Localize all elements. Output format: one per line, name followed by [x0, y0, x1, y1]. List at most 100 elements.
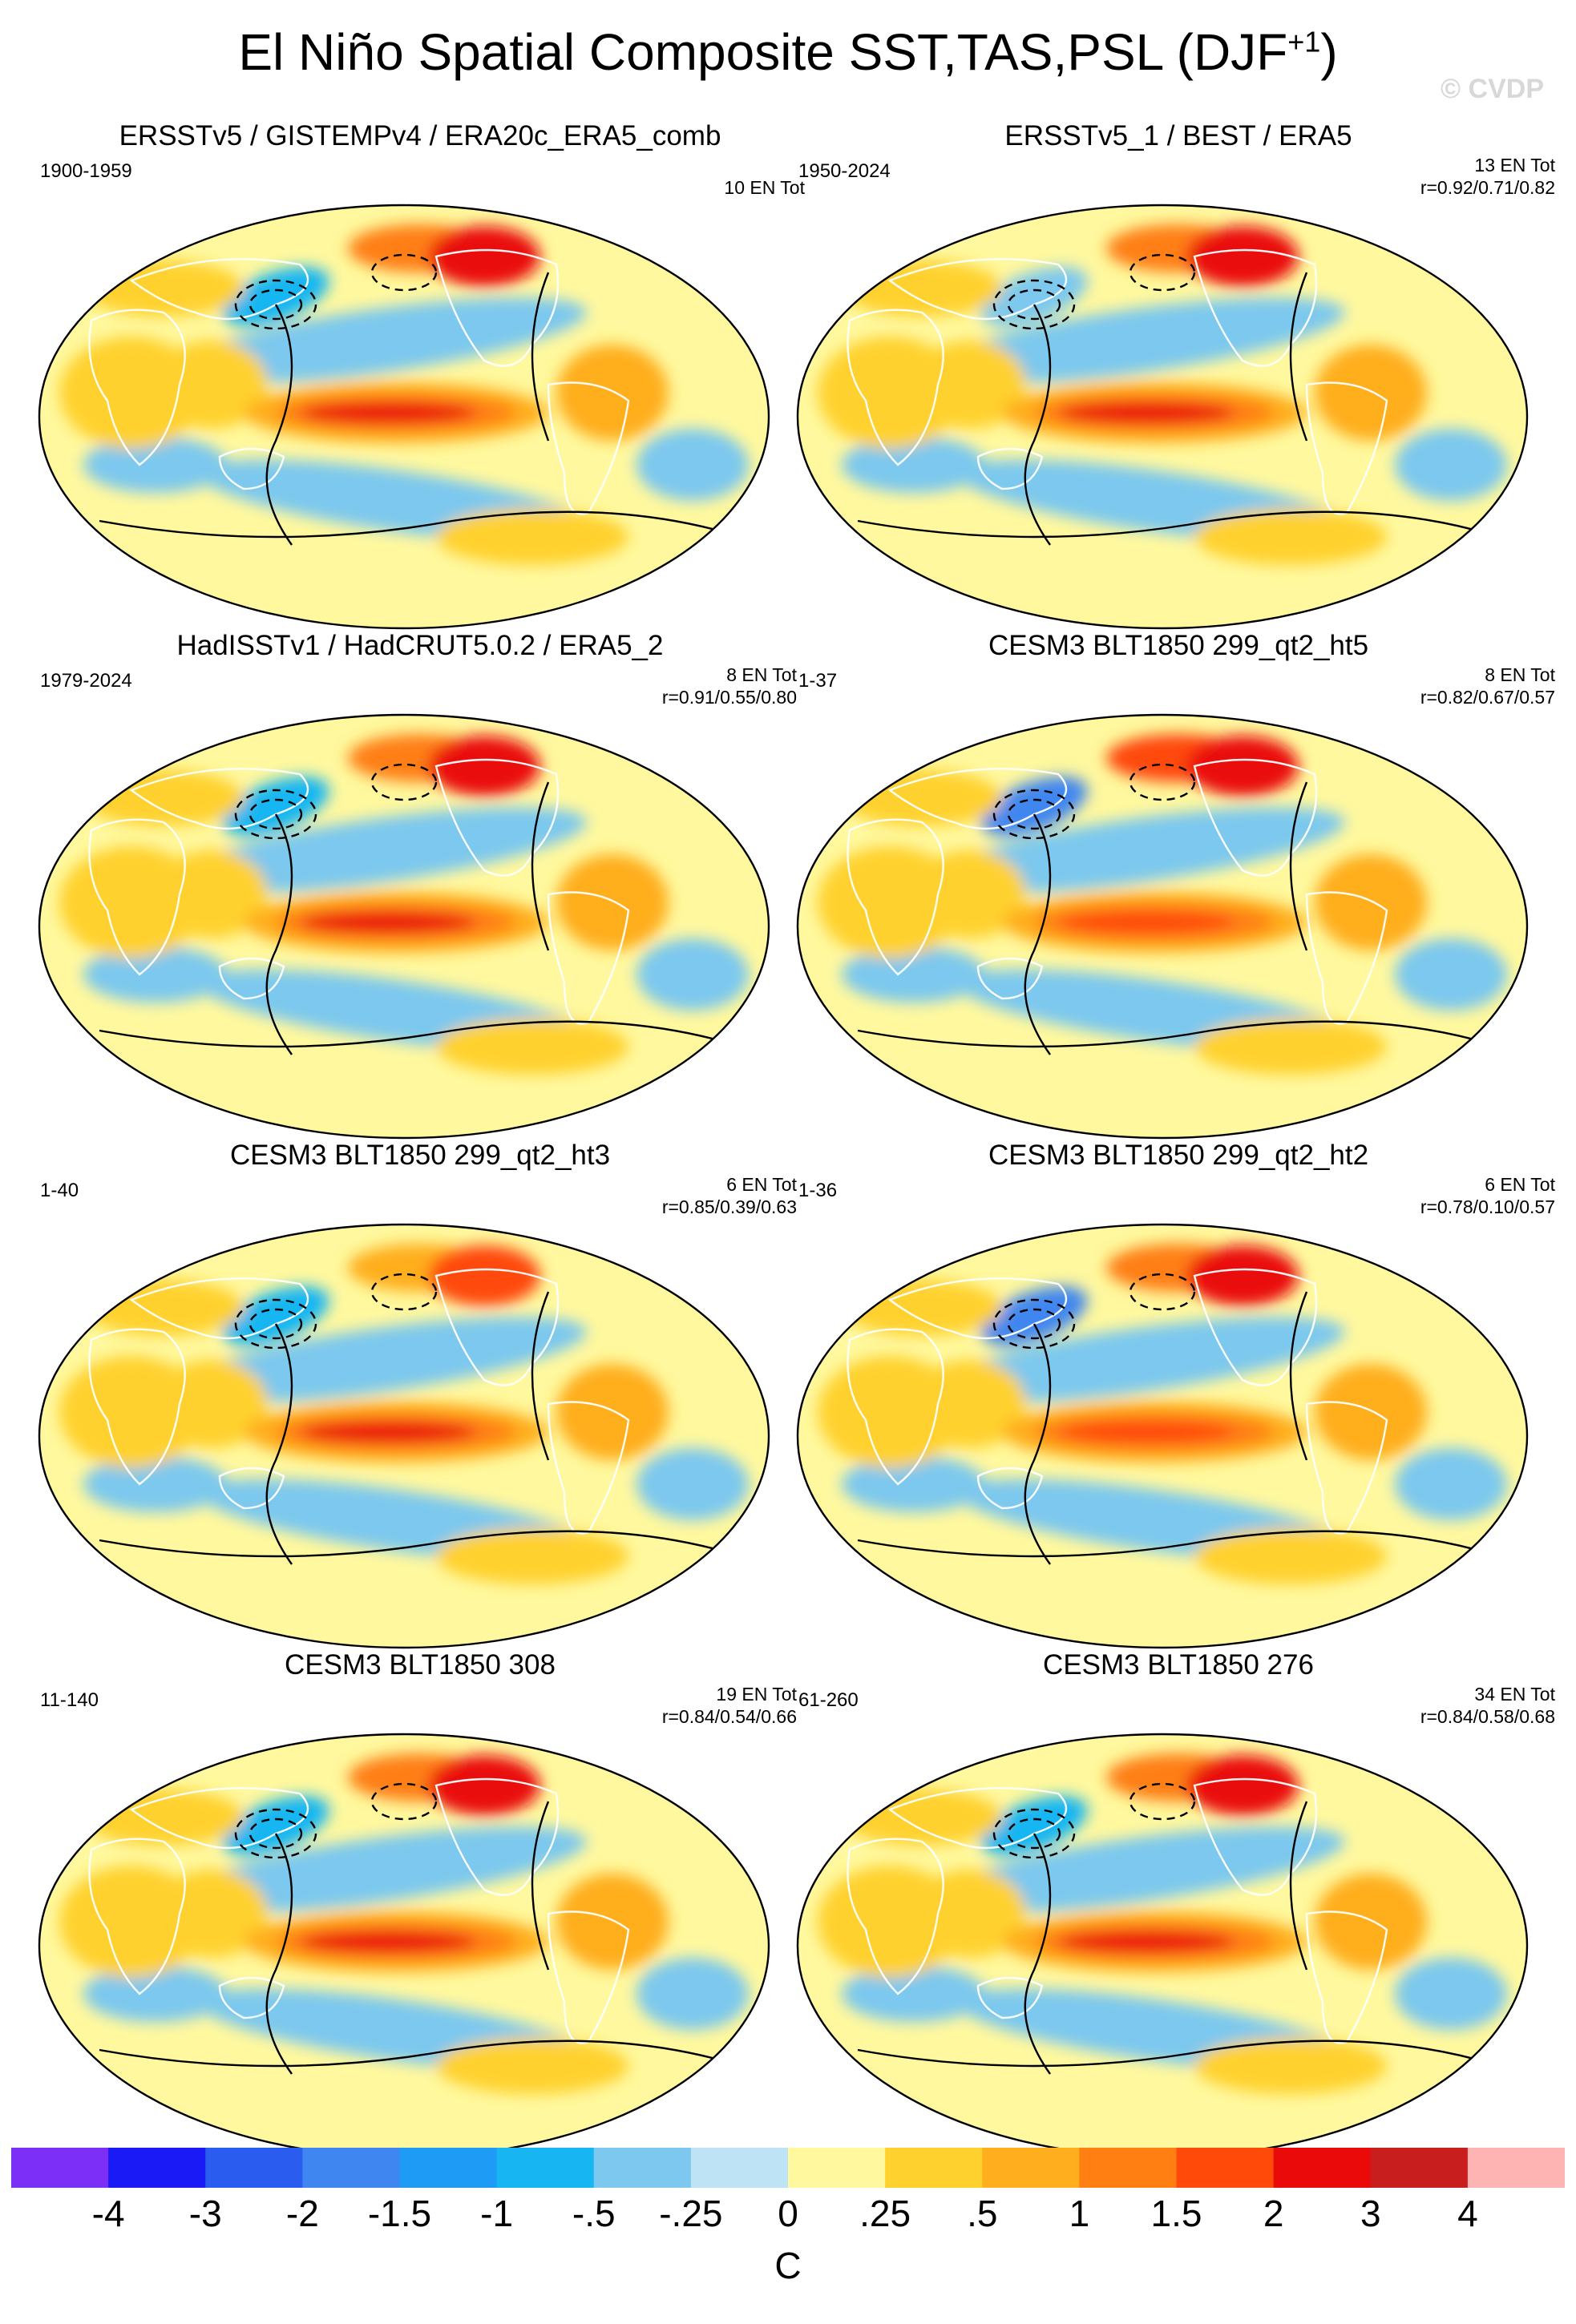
colorbar-tick-label: -.25	[659, 2193, 723, 2234]
colorbar-tick-label: 0	[778, 2193, 798, 2234]
panel-years: 1-40	[40, 1180, 79, 1201]
panel-title: HadISSTv1 / HadCRUT5.0.2 / ERA5_2	[176, 630, 664, 661]
composite-map	[796, 713, 1529, 1140]
slp-contours	[857, 763, 1500, 1055]
slp-contour-negative	[1129, 253, 1196, 292]
colorbar-swatch	[593, 2148, 692, 2188]
nino-tongue-core	[300, 911, 476, 934]
slp-contour-negative	[1007, 288, 1061, 321]
southern-ocean-warm	[436, 2038, 628, 2094]
south-atlantic-cool-patch	[636, 429, 749, 501]
colorbar-swatch	[302, 2148, 400, 2188]
indian-ocean-cool-patch	[83, 1456, 228, 1512]
slp-contour-negative	[992, 789, 1076, 840]
panel-stats: 34 EN Tot r=0.84/0.58/0.68	[1420, 1684, 1555, 1727]
slp-contour-positive	[531, 781, 550, 951]
colorbar-tick-label: 1	[1069, 2193, 1090, 2234]
map-panel: ERSSTv5 / GISTEMPv4 / ERA20c_ERA5_comb 1…	[35, 120, 805, 633]
coastlines	[847, 1777, 1388, 2044]
colorbar	[11, 2148, 1565, 2188]
south-america-warm	[556, 1874, 669, 1970]
colorbar-tick-label: -1	[480, 2193, 514, 2234]
south-america-warm	[1315, 1364, 1427, 1460]
slp-contour-positive	[99, 2040, 742, 2068]
panel-stats: 13 EN Tot r=0.92/0.71/0.82	[1420, 155, 1555, 198]
anomaly-field	[39, 1225, 769, 1648]
north-pacific-cool-band	[931, 297, 1345, 384]
continent-outline	[887, 768, 1068, 830]
north-pacific-cool-lobe	[980, 267, 1088, 326]
southern-ocean-warm	[1194, 509, 1387, 565]
slp-contour-negative	[249, 798, 303, 830]
panel-years: 1900-1959	[40, 160, 132, 182]
slp-contours	[99, 253, 742, 546]
slp-contour-positive	[1024, 1323, 1052, 1565]
panel-stats: 6 EN Tot r=0.85/0.39/0.63	[661, 1174, 797, 1217]
north-pacific-cool-band	[931, 1317, 1345, 1403]
south-atlantic-cool-patch	[1395, 1958, 1507, 2030]
continent-outline	[887, 1277, 1068, 1340]
slp-contour-negative	[249, 288, 303, 321]
south-atlantic-cool-patch	[636, 1448, 749, 1520]
canada-warm	[428, 1245, 540, 1306]
canada-warm	[1186, 226, 1299, 287]
indian-ocean-cool-patch	[83, 437, 228, 493]
north-pacific-cool-lobe	[980, 1796, 1088, 1855]
continent-outline	[218, 1976, 285, 2019]
colorbar-tick-label: 1.5	[1150, 2193, 1202, 2234]
south-atlantic-cool-patch	[636, 938, 749, 1011]
south-atlantic-cool-patch	[1395, 1448, 1507, 1520]
north-pacific-cool-lobe	[222, 1796, 329, 1855]
slp-contour-positive	[1289, 272, 1308, 442]
continent-outline	[847, 1328, 944, 1486]
anomaly-field	[39, 715, 769, 1138]
panel-stats: 19 EN Tot r=0.84/0.54/0.66	[661, 1684, 797, 1727]
panel-title: CESM3 BLT1850 299_qt2_ht2	[988, 1140, 1369, 1171]
map-frame	[796, 204, 1529, 630]
panel-stats: 8 EN Tot r=0.82/0.67/0.57	[1420, 664, 1555, 708]
map-panel: ERSSTv5_1 / BEST / ERA5 1950-2024 13 EN …	[794, 120, 1563, 633]
slp-contours	[99, 1273, 742, 1565]
colorbar-tick-label: -4	[91, 2193, 125, 2234]
coastlines	[847, 758, 1388, 1025]
composite-map	[38, 204, 770, 630]
map-frame	[796, 1223, 1529, 1649]
southern-ocean-warm	[1194, 2038, 1387, 2094]
slp-contour-positive	[265, 304, 293, 546]
anomaly-field	[798, 1734, 1527, 2157]
nino-tongue-core	[300, 401, 476, 424]
colorbar-tick-label: -.5	[572, 2193, 616, 2234]
map-frame	[38, 713, 770, 1140]
north-pacific-cool-band	[173, 297, 587, 384]
panel-title: CESM3 BLT1850 308	[285, 1649, 556, 1680]
anomaly-field	[798, 715, 1527, 1138]
composite-map	[796, 204, 1529, 630]
south-atlantic-cool-patch	[1395, 938, 1507, 1011]
panel-stats: 6 EN Tot r=0.78/0.10/0.57	[1420, 1174, 1555, 1217]
panel-stats: 10 EN Tot	[724, 177, 805, 198]
panel-years: 1979-2024	[40, 670, 132, 692]
continent-outline	[1305, 1401, 1388, 1535]
slp-contour-positive	[531, 272, 550, 442]
continent-outline	[976, 1467, 1044, 1510]
south-america-warm	[556, 1364, 669, 1460]
north-pacific-cool-band	[173, 1317, 587, 1403]
slp-contour-negative	[1007, 1818, 1061, 1850]
panel-title: CESM3 BLT1850 299_qt2_ht3	[229, 1140, 611, 1171]
continent-outline	[88, 309, 186, 466]
anomaly-field	[39, 1734, 769, 2157]
colorbar-tick-label: 3	[1360, 2193, 1381, 2234]
colorbar-swatch	[108, 2148, 206, 2188]
indian-ocean-cool-patch	[83, 946, 228, 1003]
slp-contour-negative	[249, 1818, 303, 1850]
indian-ocean-cool-patch	[842, 1456, 986, 1512]
colorbar-tick-label: 4	[1457, 2193, 1478, 2234]
north-pacific-cool-band	[931, 1826, 1345, 1913]
south-america-warm	[1315, 1874, 1427, 1970]
anomaly-field	[39, 205, 769, 628]
southern-ocean-warm	[1194, 1019, 1387, 1075]
slp-contour-positive	[1289, 1291, 1308, 1461]
indian-ocean-cool-patch	[842, 946, 986, 1003]
south-america-warm	[556, 345, 669, 441]
canada-warm	[428, 736, 540, 797]
